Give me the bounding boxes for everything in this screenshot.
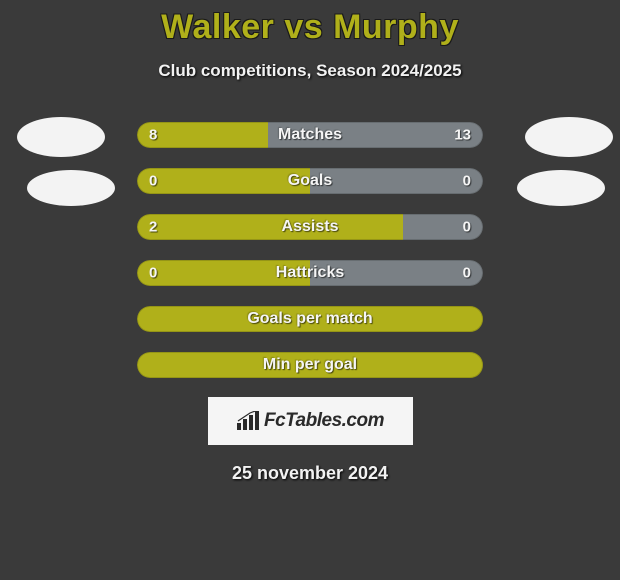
- stat-bar-left: [137, 168, 310, 194]
- brand-text: FcTables.com: [264, 410, 384, 432]
- stat-label: Hattricks: [276, 264, 344, 282]
- stat-value-left: 2: [149, 219, 157, 236]
- stat-label: Assists: [282, 218, 339, 236]
- stat-bar-track: Hattricks 0 0: [137, 260, 483, 286]
- stat-bar-track: Goals 0 0: [137, 168, 483, 194]
- stat-row: Goals 0 0: [0, 167, 620, 195]
- stat-value-right: 13: [454, 127, 471, 144]
- chart-icon: [236, 411, 260, 431]
- stat-row: Min per goal: [0, 351, 620, 379]
- stat-value-left: 0: [149, 173, 157, 190]
- stat-value-right: 0: [463, 173, 471, 190]
- stat-row: Matches 8 13: [0, 121, 620, 149]
- stat-row: Assists 2 0: [0, 213, 620, 241]
- stat-label: Goals: [288, 172, 332, 190]
- stat-label: Min per goal: [263, 356, 357, 374]
- stat-value-right: 0: [463, 219, 471, 236]
- stat-row: Hattricks 0 0: [0, 259, 620, 287]
- stats-container: Matches813Goals00Assists20Hattricks00Goa…: [0, 121, 620, 379]
- stat-value-left: 0: [149, 265, 157, 282]
- brand-badge: FcTables.com: [208, 397, 413, 445]
- stat-value-right: 0: [463, 265, 471, 282]
- stat-row: Goals per match: [0, 305, 620, 333]
- stat-bar-track: Assists 2 0: [137, 214, 483, 240]
- stat-bar-right: [403, 214, 483, 240]
- stat-bar-track: Min per goal: [137, 352, 483, 378]
- stat-bar-right: [310, 168, 483, 194]
- stat-bar-track: Matches 8 13: [137, 122, 483, 148]
- date-label: 25 november 2024: [0, 463, 620, 484]
- page-subtitle: Club competitions, Season 2024/2025: [0, 61, 620, 81]
- stat-label: Matches: [278, 126, 342, 144]
- stat-label: Goals per match: [247, 310, 372, 328]
- page-title: Walker vs Murphy: [0, 0, 620, 47]
- stat-value-left: 8: [149, 127, 157, 144]
- stat-bar-track: Goals per match: [137, 306, 483, 332]
- stat-bar-left: [137, 214, 403, 240]
